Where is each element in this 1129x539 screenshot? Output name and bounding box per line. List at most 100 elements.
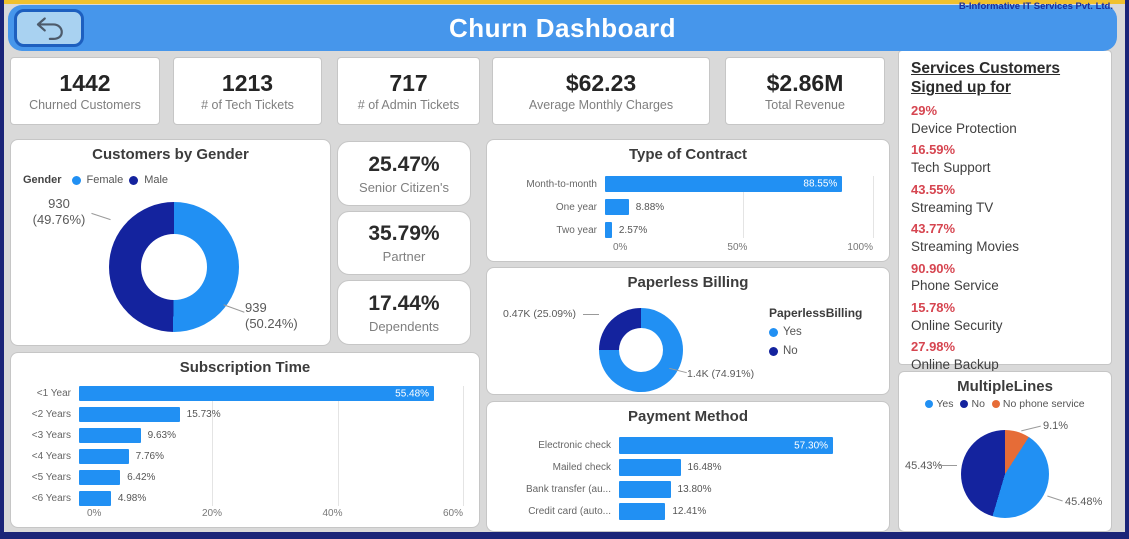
bar[interactable]: 88.55% (605, 176, 843, 192)
yes-legend-dot-icon (925, 400, 934, 408)
chart-title: Subscription Time (179, 359, 311, 376)
undo-arrow-icon (32, 13, 66, 44)
kpi-label: Total Revenue (765, 98, 845, 113)
category-label: Mailed check (552, 462, 611, 473)
kpi-label: Churned Customers (29, 98, 141, 113)
legend-item-female[interactable]: Female (86, 174, 124, 186)
frame-right (1125, 0, 1129, 539)
bar-row: Two year 2.57% (501, 222, 873, 238)
back-button[interactable] (14, 9, 84, 47)
legend-item-no[interactable]: No (960, 398, 985, 410)
leader-line (91, 212, 111, 221)
yes-data-label: 1.4K (74.91%) (687, 368, 755, 380)
bar-row: Bank transfer (au... 13.80% (501, 481, 873, 498)
bar[interactable] (79, 428, 141, 443)
no-legend-dot-icon (769, 346, 778, 356)
bar[interactable] (79, 407, 180, 422)
stat-partner[interactable]: 35.79% Partner (337, 211, 471, 275)
stat-value: 35.79% (368, 222, 440, 245)
frame-left (0, 0, 4, 539)
multiplelines-pie[interactable] (961, 430, 1049, 518)
leader-line (583, 314, 599, 315)
value-label: 7.76% (135, 451, 165, 462)
paperless-donut[interactable] (599, 308, 683, 392)
category-label: One year (555, 201, 597, 213)
bar[interactable] (619, 503, 666, 520)
leader-line (1021, 425, 1041, 432)
customers-by-gender-chart: Customers by Gender Gender Female Male 9… (10, 139, 331, 346)
legend-item-yes[interactable]: Yes (925, 398, 953, 410)
subscription-time-chart: Subscription Time <1 Year 55.48% <2 Year… (10, 352, 480, 528)
stat-label: Partner (382, 249, 426, 264)
service-item: 27.98% Online Backup (911, 339, 999, 373)
brand-text: B-Informative IT Services Pvt. Ltd. (958, 1, 1113, 12)
header-bar: Churn Dashboard (8, 5, 1117, 51)
legend-item-yes[interactable]: Yes (769, 326, 866, 338)
category-label: <2 Years (31, 409, 71, 420)
bar-row: <1 Year 55.48% (25, 386, 463, 401)
kpi-tech-tickets[interactable]: 1213 # of Tech Tickets (173, 57, 322, 125)
chart-title: Payment Method (627, 408, 748, 425)
multiplelines-chart: MultipleLines Yes No No phone service 9.… (898, 371, 1112, 532)
gender-donut[interactable] (109, 202, 239, 332)
donut-hole (141, 234, 207, 300)
stat-senior-citizens[interactable]: 25.47% Senior Citizen's (337, 141, 471, 206)
bar[interactable] (79, 491, 111, 506)
legend-item-male[interactable]: Male (144, 174, 169, 186)
payment-method-chart: Payment Method Electronic check 57.30% M… (486, 401, 890, 532)
female-data-label: 939 (50.24%) (245, 300, 298, 332)
x-axis-ticks: 0% 50% 100% (613, 242, 873, 253)
leader-line (223, 304, 245, 313)
bar-rows: Month-to-month 88.55% One year 8.88% Two… (501, 176, 873, 245)
stat-value: 25.47% (368, 152, 440, 176)
kpi-value: 1442 (59, 69, 111, 96)
no-phone-service-data-label: 9.1% (1043, 420, 1069, 432)
bar-row: <4 Years 7.76% (25, 449, 463, 464)
kpi-label: # of Tech Tickets (201, 98, 294, 113)
bar-row: Electronic check 57.30% (501, 437, 873, 454)
bar[interactable] (79, 449, 129, 464)
male-legend-dot-icon (129, 175, 139, 185)
panel-title: Services Customers Signed up for (911, 60, 1061, 97)
bar[interactable]: 55.48% (79, 386, 435, 401)
bar-rows: Electronic check 57.30% Mailed check 16.… (501, 437, 873, 525)
kpi-avg-monthly-charges[interactable]: $62.23 Average Monthly Charges (492, 57, 710, 125)
service-item: 43.77% Streaming Movies (911, 221, 1020, 254)
category-label: <6 Years (31, 493, 71, 504)
bar[interactable] (79, 470, 121, 485)
bar[interactable] (605, 199, 629, 215)
legend-item-no[interactable]: No (769, 345, 866, 357)
legend-item-no-phone-service[interactable]: No phone service (991, 398, 1085, 410)
category-label: <4 Years (31, 451, 71, 462)
kpi-value: 717 (389, 69, 428, 96)
paperless-billing-chart: Paperless Billing 0.47K (25.09%) 1.4K (7… (486, 267, 890, 395)
gridlines (87, 386, 464, 506)
leader-line (939, 465, 957, 466)
kpi-label: Average Monthly Charges (528, 98, 674, 113)
service-item: 90.90% Phone Service (911, 260, 999, 294)
bar[interactable] (605, 222, 612, 238)
service-item: 43.55% Streaming TV (911, 181, 994, 215)
kpi-admin-tickets[interactable]: 717 # of Admin Tickets (337, 57, 480, 125)
top-accent-strip (0, 0, 1129, 4)
gender-legend: Gender Female Male (23, 174, 168, 186)
value-label: 13.80% (677, 484, 712, 495)
bar[interactable] (619, 481, 671, 498)
kpi-value: 1213 (221, 69, 274, 96)
legend-title: Gender (23, 174, 62, 186)
category-label: <3 Years (31, 430, 71, 441)
chart-title: Customers by Gender (92, 146, 249, 163)
kpi-total-revenue[interactable]: $2.86M Total Revenue (725, 57, 885, 125)
male-data-label: 930 (49.76%) (32, 196, 86, 228)
stat-dependents[interactable]: 17.44% Dependents (337, 280, 471, 345)
yes-legend-dot-icon (769, 327, 778, 337)
yes-data-label: 45.48% (1065, 496, 1103, 508)
bar-rows: <1 Year 55.48% <2 Years 15.73% <3 Years … (25, 386, 463, 512)
bar-row: <2 Years 15.73% (25, 407, 463, 422)
kpi-churned-customers[interactable]: 1442 Churned Customers (10, 57, 160, 125)
bar[interactable]: 57.30% (619, 437, 834, 454)
chart-title: MultipleLines (957, 378, 1053, 395)
value-label: 55.48% (395, 388, 430, 399)
bar[interactable] (619, 459, 681, 476)
legend-title: PaperlessBilling (769, 306, 863, 320)
